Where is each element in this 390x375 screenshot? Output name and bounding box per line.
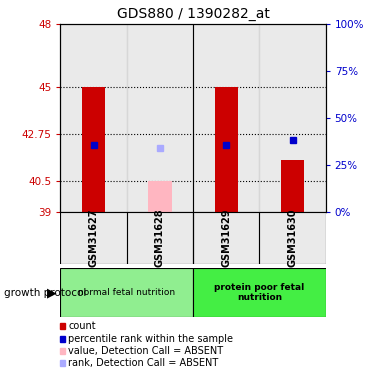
Bar [148,181,172,212]
Bar [60,268,193,317]
Text: rank, Detection Call = ABSENT: rank, Detection Call = ABSENT [68,358,218,368]
Text: percentile rank within the sample: percentile rank within the sample [68,334,233,344]
Bar [281,160,304,212]
Bar [259,212,326,264]
Text: value, Detection Call = ABSENT: value, Detection Call = ABSENT [68,346,223,356]
Bar [193,268,326,317]
Bar [215,87,238,212]
Text: GSM31628: GSM31628 [155,209,165,267]
Bar [82,87,105,212]
Bar [259,24,326,212]
Text: ▶: ▶ [47,286,57,299]
Title: GDS880 / 1390282_at: GDS880 / 1390282_at [117,7,269,21]
Bar [60,24,127,212]
Text: GSM31627: GSM31627 [89,209,99,267]
Text: GSM31629: GSM31629 [221,209,231,267]
Bar [127,24,193,212]
Bar [127,212,193,264]
Text: count: count [68,321,96,331]
Bar [193,24,259,212]
Text: GSM31630: GSM31630 [287,209,298,267]
Bar [193,212,259,264]
Text: protein poor fetal
nutrition: protein poor fetal nutrition [214,283,305,302]
Bar [60,212,127,264]
Text: normal fetal nutrition: normal fetal nutrition [78,288,176,297]
Text: growth protocol: growth protocol [4,288,86,297]
